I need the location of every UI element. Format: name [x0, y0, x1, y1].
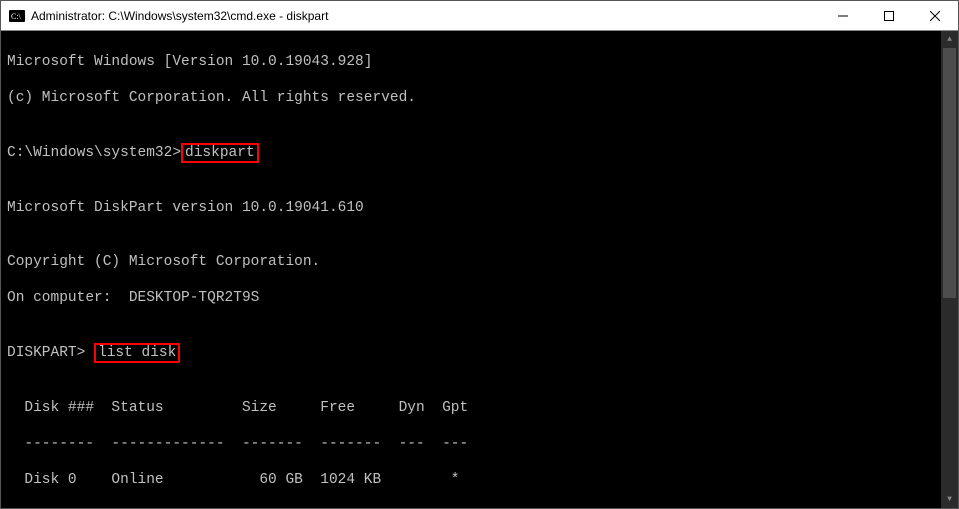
maximize-button[interactable] — [866, 1, 912, 30]
minimize-button[interactable] — [820, 1, 866, 30]
prompt-prefix: C:\Windows\system32> — [7, 145, 181, 161]
highlight-cmd-listdisk: list disk — [94, 343, 180, 363]
cmd-icon: C:\ — [9, 8, 25, 24]
window-controls — [820, 1, 958, 30]
scroll-up-icon[interactable]: ▲ — [941, 31, 958, 48]
terminal-output[interactable]: Microsoft Windows [Version 10.0.19043.92… — [1, 31, 958, 508]
prompt-line: DISKPART> list disk — [7, 343, 952, 363]
table-header: Disk ### Status Size Free Dyn Gpt — [7, 399, 952, 417]
highlight-cmd-diskpart: diskpart — [181, 143, 259, 163]
prompt-line: C:\Windows\system32>diskpart — [7, 143, 952, 163]
output-line: Microsoft DiskPart version 10.0.19041.61… — [7, 199, 952, 217]
diskpart-prompt: DISKPART> — [7, 345, 94, 361]
table-row: Disk 1 Online 60 GB 1024 KB * — [7, 507, 952, 508]
svg-text:C:\: C:\ — [11, 12, 22, 21]
output-line: Microsoft Windows [Version 10.0.19043.92… — [7, 53, 952, 71]
scroll-down-icon[interactable]: ▼ — [941, 491, 958, 508]
close-button[interactable] — [912, 1, 958, 30]
terminal-area: Microsoft Windows [Version 10.0.19043.92… — [1, 31, 958, 508]
output-line: (c) Microsoft Corporation. All rights re… — [7, 89, 952, 107]
output-line: Copyright (C) Microsoft Corporation. — [7, 253, 952, 271]
scroll-thumb[interactable] — [943, 48, 956, 298]
table-row: Disk 0 Online 60 GB 1024 KB * — [7, 471, 952, 489]
window-title: Administrator: C:\Windows\system32\cmd.e… — [31, 9, 820, 23]
table-separator: -------- ------------- ------- ------- -… — [7, 435, 952, 453]
titlebar[interactable]: C:\ Administrator: C:\Windows\system32\c… — [1, 1, 958, 31]
scrollbar-vertical[interactable]: ▲ ▼ — [941, 31, 958, 508]
output-line: On computer: DESKTOP-TQR2T9S — [7, 289, 952, 307]
